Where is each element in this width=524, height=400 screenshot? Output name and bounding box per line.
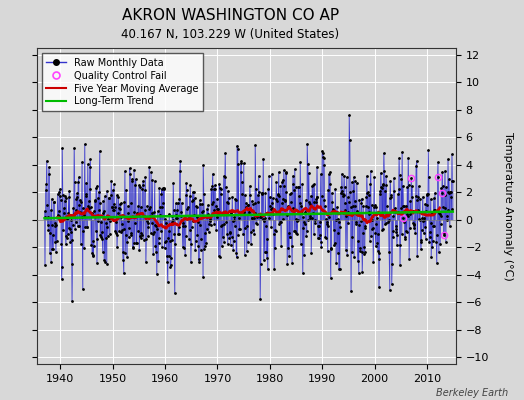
Text: Berkeley Earth: Berkeley Earth (436, 388, 508, 398)
Text: AKRON WASHINGTON CO AP: AKRON WASHINGTON CO AP (122, 8, 339, 23)
Text: 40.167 N, 103.229 W (United States): 40.167 N, 103.229 W (United States) (122, 28, 340, 41)
Legend: Raw Monthly Data, Quality Control Fail, Five Year Moving Average, Long-Term Tren: Raw Monthly Data, Quality Control Fail, … (41, 53, 203, 111)
Y-axis label: Temperature Anomaly (°C): Temperature Anomaly (°C) (503, 132, 513, 280)
